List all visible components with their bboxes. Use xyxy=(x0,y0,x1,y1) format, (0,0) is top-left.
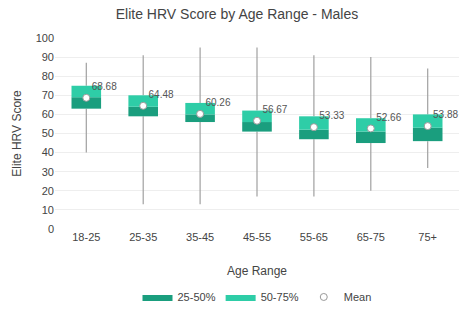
svg-text:60: 60 xyxy=(42,108,54,120)
svg-text:Elite HRV Score: Elite HRV Score xyxy=(10,90,24,177)
svg-text:35-45: 35-45 xyxy=(186,231,214,243)
svg-text:56.67: 56.67 xyxy=(262,104,287,115)
svg-text:30: 30 xyxy=(42,166,54,178)
svg-text:10: 10 xyxy=(42,204,54,216)
svg-text:Elite HRV Score by Age Range -: Elite HRV Score by Age Range - Males xyxy=(116,6,359,22)
svg-text:100: 100 xyxy=(36,32,54,44)
svg-text:53.33: 53.33 xyxy=(319,110,344,121)
svg-text:20: 20 xyxy=(42,185,54,197)
svg-text:0: 0 xyxy=(48,223,54,235)
svg-text:Mean: Mean xyxy=(344,291,372,303)
svg-text:18-25: 18-25 xyxy=(72,231,100,243)
svg-text:75+: 75+ xyxy=(418,231,437,243)
svg-text:80: 80 xyxy=(42,70,54,82)
svg-text:55-65: 55-65 xyxy=(300,231,328,243)
svg-text:25-35: 25-35 xyxy=(129,231,157,243)
svg-text:70: 70 xyxy=(42,89,54,101)
svg-text:53.88: 53.88 xyxy=(433,109,458,120)
svg-text:90: 90 xyxy=(42,51,54,63)
svg-text:64.48: 64.48 xyxy=(149,89,174,100)
svg-text:52.66: 52.66 xyxy=(376,112,401,123)
svg-text:45-55: 45-55 xyxy=(243,231,271,243)
svg-text:60.26: 60.26 xyxy=(205,97,230,108)
svg-text:68.68: 68.68 xyxy=(92,81,117,92)
svg-text:50: 50 xyxy=(42,127,54,139)
svg-text:Age Range: Age Range xyxy=(227,264,287,278)
svg-text:65-75: 65-75 xyxy=(357,231,385,243)
svg-text:50-75%: 50-75% xyxy=(261,291,299,303)
svg-text:40: 40 xyxy=(42,146,54,158)
svg-text:25-50%: 25-50% xyxy=(178,291,216,303)
